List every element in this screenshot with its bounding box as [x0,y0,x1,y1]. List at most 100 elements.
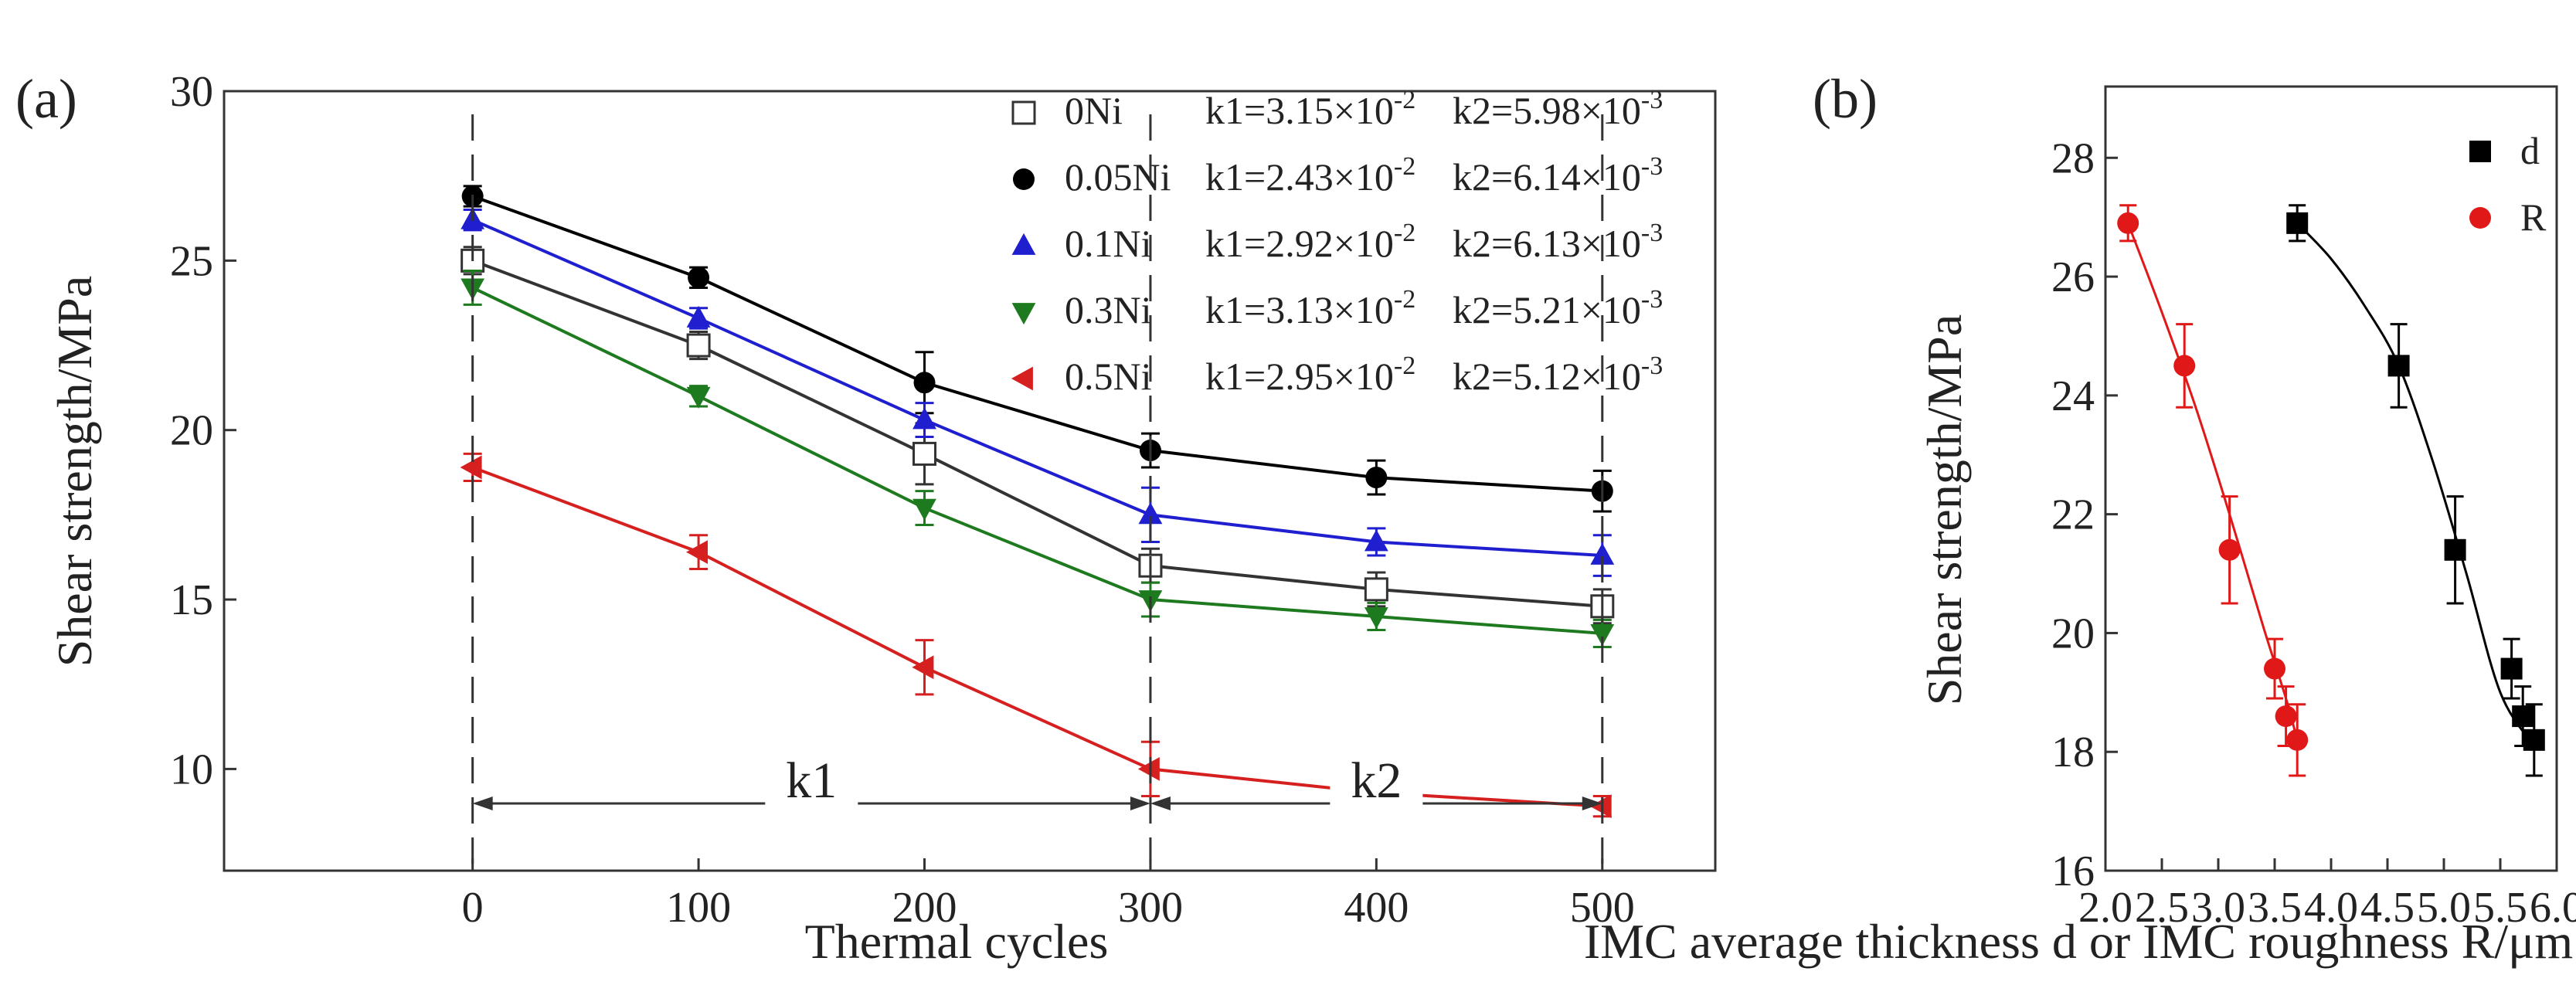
y-tick-label: 18 [2051,729,2095,776]
legend-name: d [2520,129,2540,172]
panel-b-x-axis-label: IMC average thickness d or IMC roughness… [1584,914,2573,969]
y-tick-label: 22 [2051,491,2095,539]
legend-entry-0.5Ni: 0.5Ni k1=2.95×10-2 k2=5.12×10-3 [1011,352,1663,398]
data-point [685,540,708,565]
x-tick-label: 2.0 [2078,884,2133,932]
series-d [2286,204,2545,777]
x-tick-label: 400 [1344,884,1409,932]
panel-b-label: (b) [1813,68,1878,130]
x-tick-label: 500 [1570,884,1635,932]
data-point [686,305,711,328]
legend-k2-exponent: -3 [1641,152,1663,181]
x-tick-label: 3.5 [2248,884,2302,932]
legend-k2: k2=6.14×10-3 [1453,152,1663,199]
data-point [2117,212,2139,234]
data-point [912,441,937,466]
series-0.3Ni [460,270,1615,648]
y-tick-label: 20 [2051,610,2095,657]
fit-curve [2296,222,2536,747]
region-label: k2 [1351,752,1402,809]
arrow-head-left [472,796,493,810]
arrow-head-left [1150,796,1171,810]
legend-k2: k2=5.21×10-3 [1453,285,1663,331]
legend-k2-exponent: -3 [1641,285,1663,314]
legend-marker [2469,141,2491,162]
data-point [2286,212,2309,234]
x-tick-label: 200 [892,884,957,932]
data-point [912,655,934,680]
data-point [1365,467,1388,489]
x-tick-label: 5.0 [2417,884,2471,932]
legend-k1: k1=3.15×10-2 [1205,86,1415,132]
data-point [2286,729,2309,751]
legend-name: 0Ni [1065,89,1123,132]
legend-k2-exponent: -3 [1641,352,1663,380]
data-point [686,386,711,409]
panel-a-plot-frame [223,90,1717,872]
legend-marker [1013,168,1035,190]
legend-marker [2469,207,2491,229]
y-tick-label: 30 [170,68,213,116]
data-point [2523,729,2545,751]
legend-name: 0.1Ni [1065,222,1152,265]
data-point [688,267,710,289]
data-point [686,333,711,358]
data-point [912,498,936,521]
data-point [2512,705,2534,728]
legend-k1: k1=2.92×10-2 [1205,219,1415,265]
legend-marker [1011,366,1033,391]
legend-entry-R: R [2469,195,2547,239]
legend-entry-d: d [2469,129,2540,172]
series-line [471,466,1602,808]
data-point [1364,607,1388,630]
x-tick-label: 0 [462,884,484,932]
y-tick-label: 24 [2051,372,2095,420]
panel-b-y-axis-label: Shear strength/MPa [1917,314,1972,706]
legend-k1-exponent: -2 [1394,352,1415,380]
data-point [2500,657,2523,680]
data-point [2387,355,2410,377]
panel-b-plot-frame [2104,85,2558,872]
data-point [1137,756,1160,781]
series-line [471,259,1602,608]
data-point [2444,538,2466,561]
legend-k2: k2=6.13×10-3 [1453,219,1663,265]
data-point [1364,577,1388,602]
region-label: k1 [786,752,837,809]
legend-entry-0.05Ni: 0.05Ni k1=2.43×10-2 k2=6.14×10-3 [1013,152,1663,199]
legend-k1: k1=2.43×10-2 [1205,152,1415,199]
arrow-head-right [1582,796,1602,810]
legend-name: R [2520,195,2547,239]
legend-k2-exponent: -3 [1641,219,1663,247]
x-tick-label: 300 [1118,884,1183,932]
legend-k2: k2=5.12×10-3 [1453,352,1663,398]
label-mask [765,765,858,811]
legend-k1-exponent: -2 [1394,152,1415,181]
y-tick-label: 25 [170,237,213,285]
x-tick-label: 4.0 [2304,884,2358,932]
x-tick-label: 100 [666,884,731,932]
x-tick-label: 3.0 [2191,884,2245,932]
arrow-head-right [1130,796,1150,810]
legend-k1-exponent: -2 [1394,219,1415,247]
legend-entry-0Ni: 0Ni k1=3.15×10-2 k2=5.98×10-3 [1011,86,1663,132]
legend-entry-0.3Ni: 0.3Ni k1=3.13×10-2 k2=5.21×10-3 [1011,285,1663,331]
legend-name: 0.3Ni [1065,288,1152,331]
data-point [460,455,482,480]
data-point [2218,538,2241,561]
data-point [2275,705,2297,728]
data-point [1590,624,1615,647]
y-tick-label: 16 [2051,847,2095,895]
x-tick-label: 5.5 [2473,884,2527,932]
panel-b: (b) IMC average thickness d or IMC rough… [1584,68,2576,969]
series-0.1Ni [460,207,1615,577]
series-0.05Ni [461,185,1613,513]
x-tick-label: 6.0 [2530,884,2576,932]
legend-k1: k1=2.95×10-2 [1205,352,1415,398]
y-tick-label: 10 [170,746,213,793]
series-line [471,218,1602,558]
series-R [2117,204,2309,777]
y-tick-label: 15 [170,576,213,624]
y-tick-label: 26 [2051,253,2095,301]
